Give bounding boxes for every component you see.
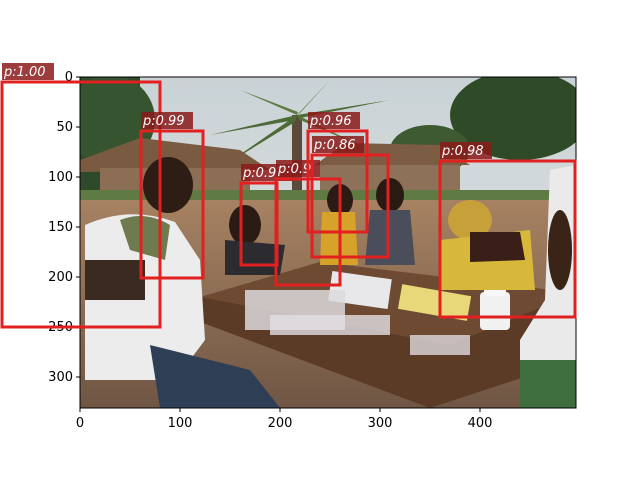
detection-box: p:1.00 bbox=[0, 63, 162, 329]
detection-label-bg bbox=[312, 136, 364, 153]
detection-label-bg bbox=[308, 112, 360, 129]
detection-label: p:0.9 bbox=[277, 162, 311, 177]
detection-rect bbox=[139, 129, 205, 280]
detection-box: p:0.99 bbox=[139, 112, 205, 280]
detection-label-bg bbox=[141, 112, 193, 129]
detection-box: p:0.98 bbox=[438, 142, 577, 319]
person bbox=[365, 178, 415, 265]
detection-overlay: p:1.00 p:0.99 p:0.97p:0.9 p:0.96 p:0.86 p:0.9… bbox=[0, 63, 577, 329]
y-tick-label: 50 bbox=[56, 120, 73, 135]
detection-rect bbox=[0, 80, 162, 329]
detection-rect bbox=[438, 159, 577, 319]
y-tick-label: 100 bbox=[48, 170, 73, 185]
x-tick-label: 100 bbox=[168, 416, 193, 431]
detection-rect bbox=[306, 129, 369, 234]
detection-label: p:0.99 bbox=[142, 114, 185, 129]
detection-label: p:0.96 bbox=[309, 114, 352, 129]
detection-box: p:0.86 bbox=[310, 136, 390, 259]
detection-label-bg bbox=[440, 142, 492, 159]
x-axis: 0 100 200 300 400 bbox=[76, 408, 493, 431]
detection-label: p:0.97 bbox=[242, 166, 285, 181]
detection-box: p:0.96 bbox=[306, 112, 369, 234]
person bbox=[85, 157, 280, 408]
x-tick-label: 0 bbox=[76, 416, 84, 431]
y-tick-label: 0 bbox=[65, 70, 73, 85]
person bbox=[520, 165, 576, 408]
detection-label: p:0.86 bbox=[313, 138, 356, 153]
x-tick-label: 300 bbox=[368, 416, 393, 431]
y-tick-label: 300 bbox=[48, 370, 73, 385]
detection-label: p:1.00 bbox=[3, 65, 46, 80]
detection-label: p:0.98 bbox=[441, 144, 484, 159]
person bbox=[440, 200, 535, 290]
detection-label-bg bbox=[2, 63, 54, 80]
detection-rect bbox=[310, 153, 390, 259]
x-tick-label: 200 bbox=[268, 416, 293, 431]
y-tick-label: 200 bbox=[48, 270, 73, 285]
y-tick-label: 150 bbox=[48, 220, 73, 235]
x-tick-label: 400 bbox=[468, 416, 493, 431]
